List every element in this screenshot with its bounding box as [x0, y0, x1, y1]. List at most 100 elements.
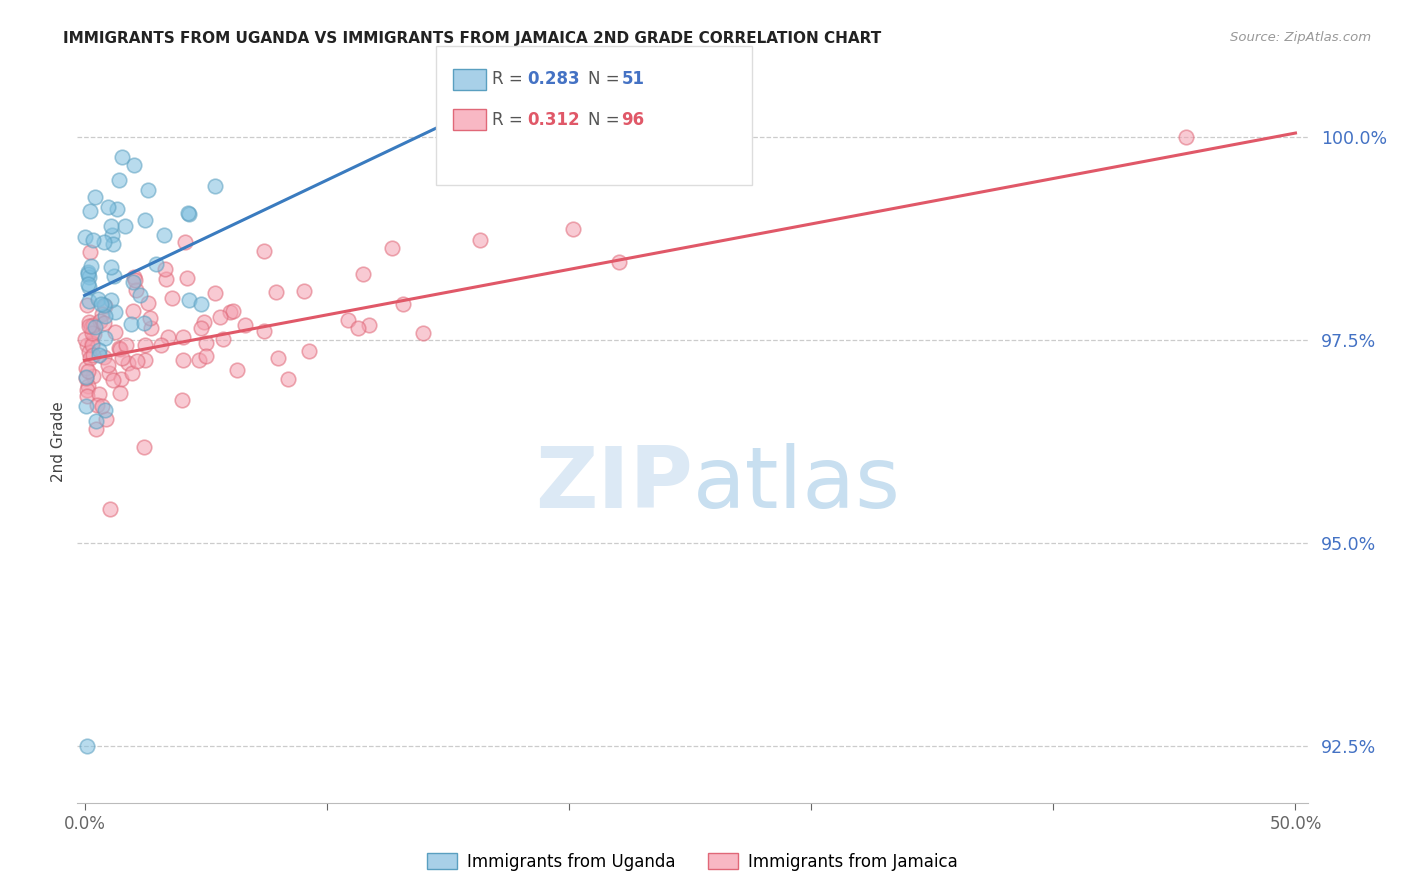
- Point: [100, 219, 122, 233]
- Point: [82, 318, 104, 332]
- Point: [82, 368, 104, 383]
- Point: [561, 222, 583, 236]
- Point: [1175, 130, 1198, 145]
- Point: [82, 336, 104, 351]
- Point: [204, 179, 226, 194]
- Text: IMMIGRANTS FROM UGANDA VS IMMIGRANTS FROM JAMAICA 2ND GRADE CORRELATION CHART: IMMIGRANTS FROM UGANDA VS IMMIGRANTS FRO…: [63, 31, 882, 46]
- Point: [104, 325, 127, 339]
- Point: [145, 257, 167, 271]
- Point: [212, 332, 235, 346]
- Point: [381, 241, 404, 255]
- Text: 0.283: 0.283: [527, 70, 579, 88]
- Point: [172, 352, 194, 367]
- Point: [108, 173, 131, 187]
- Point: [83, 190, 105, 204]
- Text: R =: R =: [492, 111, 529, 128]
- Point: [90, 400, 112, 414]
- Point: [219, 305, 242, 319]
- Point: [100, 293, 122, 307]
- Point: [134, 213, 156, 227]
- Point: [138, 183, 160, 197]
- Point: [122, 158, 145, 172]
- Point: [75, 361, 97, 376]
- Point: [75, 370, 97, 384]
- Point: [94, 309, 117, 323]
- Point: [91, 307, 114, 321]
- Point: [80, 259, 103, 273]
- Point: [77, 344, 100, 359]
- Point: [111, 150, 134, 164]
- Point: [77, 265, 100, 279]
- Point: [108, 341, 131, 355]
- Point: [75, 371, 97, 385]
- Text: N =: N =: [588, 111, 624, 128]
- Point: [77, 364, 100, 378]
- Point: [127, 354, 149, 368]
- Point: [77, 315, 100, 329]
- Point: [139, 310, 162, 325]
- Point: [117, 356, 139, 370]
- Point: [103, 373, 125, 387]
- Point: [174, 235, 197, 250]
- Point: [93, 299, 115, 313]
- Point: [114, 219, 136, 233]
- Point: [292, 284, 315, 298]
- Text: R =: R =: [492, 70, 529, 88]
- Point: [110, 372, 132, 386]
- Point: [77, 379, 100, 393]
- Point: [77, 293, 100, 308]
- Point: [82, 233, 104, 247]
- Point: [101, 237, 124, 252]
- Point: [353, 268, 375, 282]
- Point: [79, 351, 101, 366]
- Point: [82, 348, 104, 362]
- Point: [155, 272, 177, 286]
- Point: [84, 414, 107, 428]
- Point: [75, 230, 97, 244]
- Point: [76, 277, 98, 292]
- Point: [153, 227, 176, 242]
- Point: [87, 293, 110, 307]
- Point: [129, 288, 152, 302]
- Point: [412, 326, 434, 341]
- Point: [122, 304, 145, 318]
- Point: [76, 298, 98, 312]
- Point: [195, 349, 218, 363]
- Point: [98, 502, 121, 516]
- Point: [80, 338, 103, 352]
- Point: [132, 316, 155, 330]
- Point: [86, 398, 108, 412]
- Point: [157, 330, 180, 344]
- Point: [132, 440, 155, 454]
- Point: [253, 324, 276, 338]
- Point: [225, 363, 247, 377]
- Point: [124, 273, 146, 287]
- Point: [359, 318, 381, 332]
- Point: [607, 254, 630, 268]
- Point: [101, 227, 124, 242]
- Point: [190, 296, 212, 310]
- Point: [97, 366, 120, 380]
- Point: [103, 269, 125, 284]
- Point: [79, 204, 101, 219]
- Point: [470, 233, 492, 247]
- Point: [277, 372, 299, 386]
- Text: Source: ZipAtlas.com: Source: ZipAtlas.com: [1230, 31, 1371, 45]
- Legend: Immigrants from Uganda, Immigrants from Jamaica: Immigrants from Uganda, Immigrants from …: [420, 847, 965, 878]
- Point: [190, 320, 212, 334]
- Point: [83, 326, 105, 341]
- Point: [75, 399, 97, 413]
- Point: [392, 296, 415, 310]
- Point: [89, 313, 111, 327]
- Y-axis label: 2nd Grade: 2nd Grade: [51, 401, 66, 482]
- Point: [79, 269, 101, 284]
- Point: [177, 206, 200, 220]
- Point: [94, 402, 117, 417]
- Point: [76, 338, 98, 352]
- Point: [76, 389, 98, 403]
- Point: [170, 392, 193, 407]
- Point: [105, 202, 128, 216]
- Point: [115, 338, 138, 352]
- Point: [125, 283, 148, 297]
- Point: [108, 385, 131, 400]
